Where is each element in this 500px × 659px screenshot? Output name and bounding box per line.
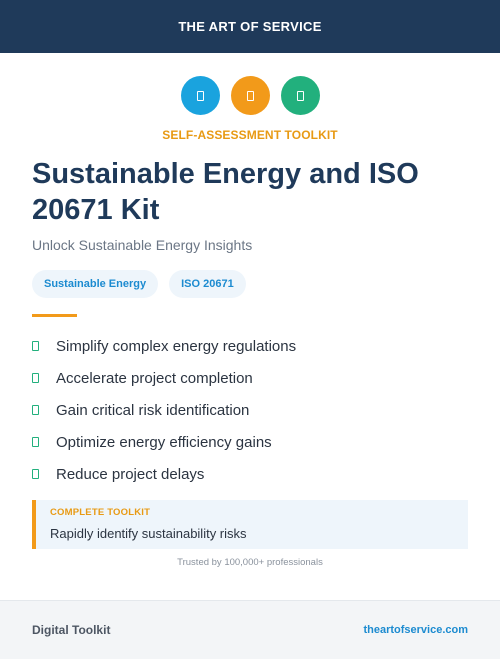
- kicker-label: SELF-ASSESSMENT TOOLKIT: [162, 128, 338, 142]
- callout-label: COMPLETE TOOLKIT: [50, 507, 151, 518]
- callout-text: Rapidly identify sustainability risks: [50, 526, 247, 541]
- footer-label: Digital Toolkit: [32, 623, 111, 637]
- check-icon: [32, 437, 39, 447]
- page-title: Sustainable Energy and ISO 20671 Kit: [32, 158, 419, 226]
- benefit-list: Simplify complex energy regulations Acce…: [32, 330, 296, 490]
- tag-iso-20671: ISO 20671: [169, 270, 246, 298]
- top-bar: THE ART OF SERVICE: [0, 0, 500, 53]
- document-icon: [280, 76, 320, 115]
- website-link[interactable]: theartofservice.com: [363, 624, 468, 636]
- check-icon: [32, 405, 39, 415]
- accent-divider: [32, 314, 77, 317]
- benefit-text: Simplify complex energy regulations: [56, 337, 297, 355]
- benefit-text: Optimize energy efficiency gains: [56, 433, 272, 451]
- benefit-item: Simplify complex energy regulations: [32, 330, 296, 362]
- tag-sustainable-energy: Sustainable Energy: [32, 270, 159, 298]
- icon-row: [0, 76, 500, 115]
- benefit-item: Reduce project delays: [32, 458, 296, 490]
- tag-list: Sustainable Energy ISO 20671: [32, 270, 246, 298]
- toolkit-callout: COMPLETE TOOLKIT Rapidly identify sustai…: [32, 500, 468, 549]
- page-subtitle: Unlock Sustainable Energy Insights: [32, 237, 253, 253]
- document-icon: [180, 76, 220, 115]
- brand-name: THE ART OF SERVICE: [178, 19, 322, 34]
- benefit-text: Accelerate project completion: [56, 369, 253, 387]
- document-icon: [230, 76, 270, 115]
- footer: Digital Toolkit theartofservice.com: [0, 600, 500, 659]
- benefit-item: Accelerate project completion: [32, 362, 296, 394]
- check-icon: [32, 341, 39, 351]
- trust-statement: Trusted by 100,000+ professionals: [177, 557, 323, 568]
- check-icon: [32, 469, 39, 479]
- benefit-item: Optimize energy efficiency gains: [32, 426, 296, 458]
- benefit-text: Gain critical risk identification: [56, 401, 250, 419]
- benefit-text: Reduce project delays: [56, 465, 205, 483]
- benefit-item: Gain critical risk identification: [32, 394, 296, 426]
- check-icon: [32, 373, 39, 383]
